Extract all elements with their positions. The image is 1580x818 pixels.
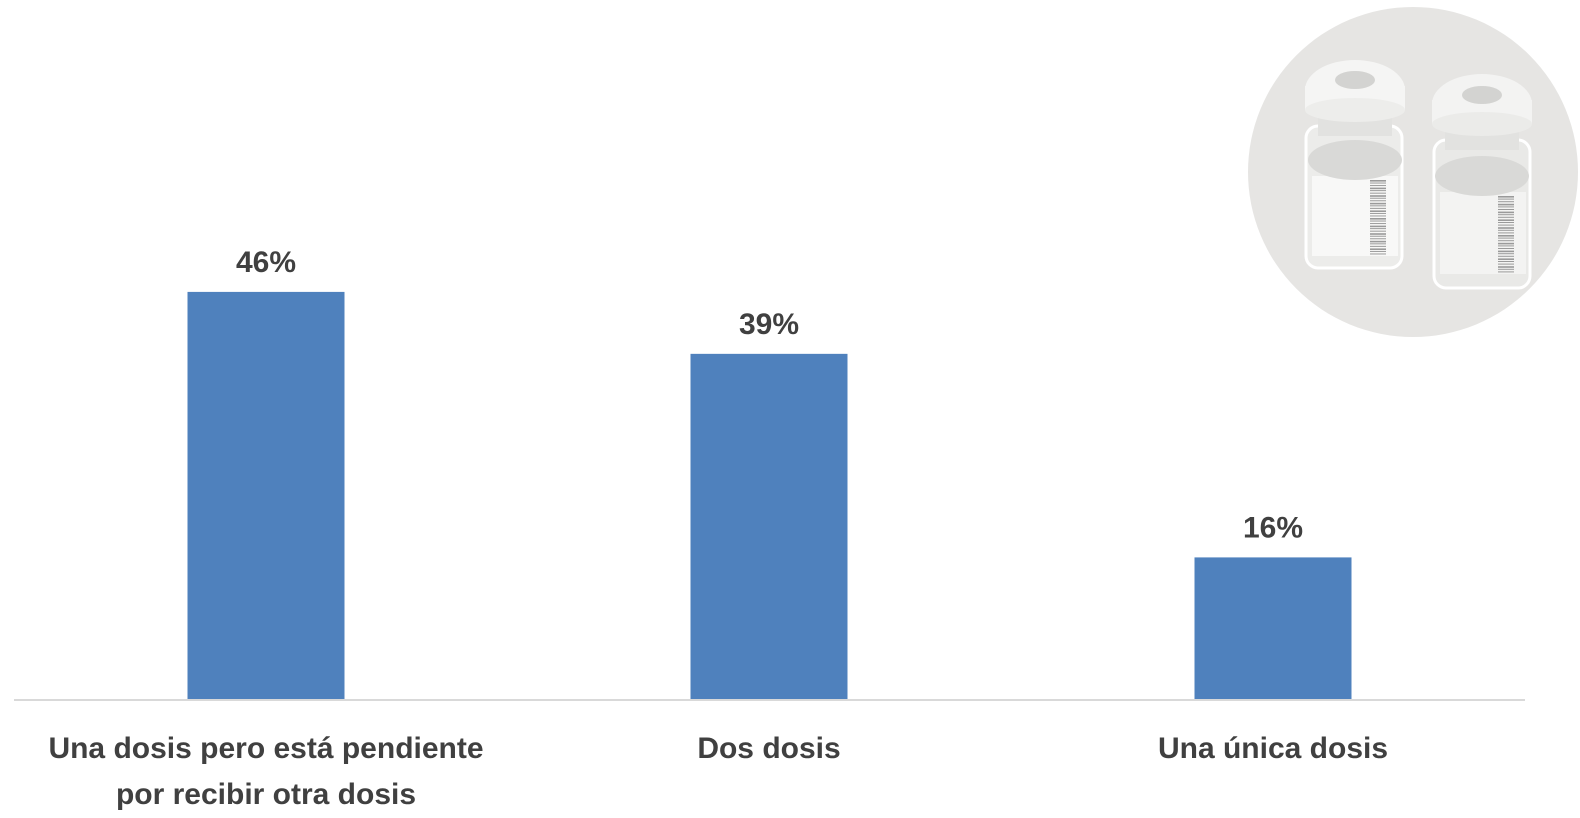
vaccine-vials-icon [1248, 7, 1578, 337]
bar-3 [1194, 557, 1352, 699]
category-label-3-line-1: Una única dosis [1158, 732, 1388, 765]
category-label-1-line-1: Una dosis pero está pendiente [48, 732, 483, 765]
value-label-1: 46% [236, 246, 296, 279]
value-label-2: 39% [739, 308, 799, 341]
bar-1 [187, 291, 345, 699]
bar-2 [690, 353, 848, 699]
category-label-2-line-1: Dos dosis [697, 732, 840, 765]
value-label-3: 16% [1243, 511, 1303, 544]
category-label-1-line-2: por recibir otra dosis [116, 778, 416, 811]
